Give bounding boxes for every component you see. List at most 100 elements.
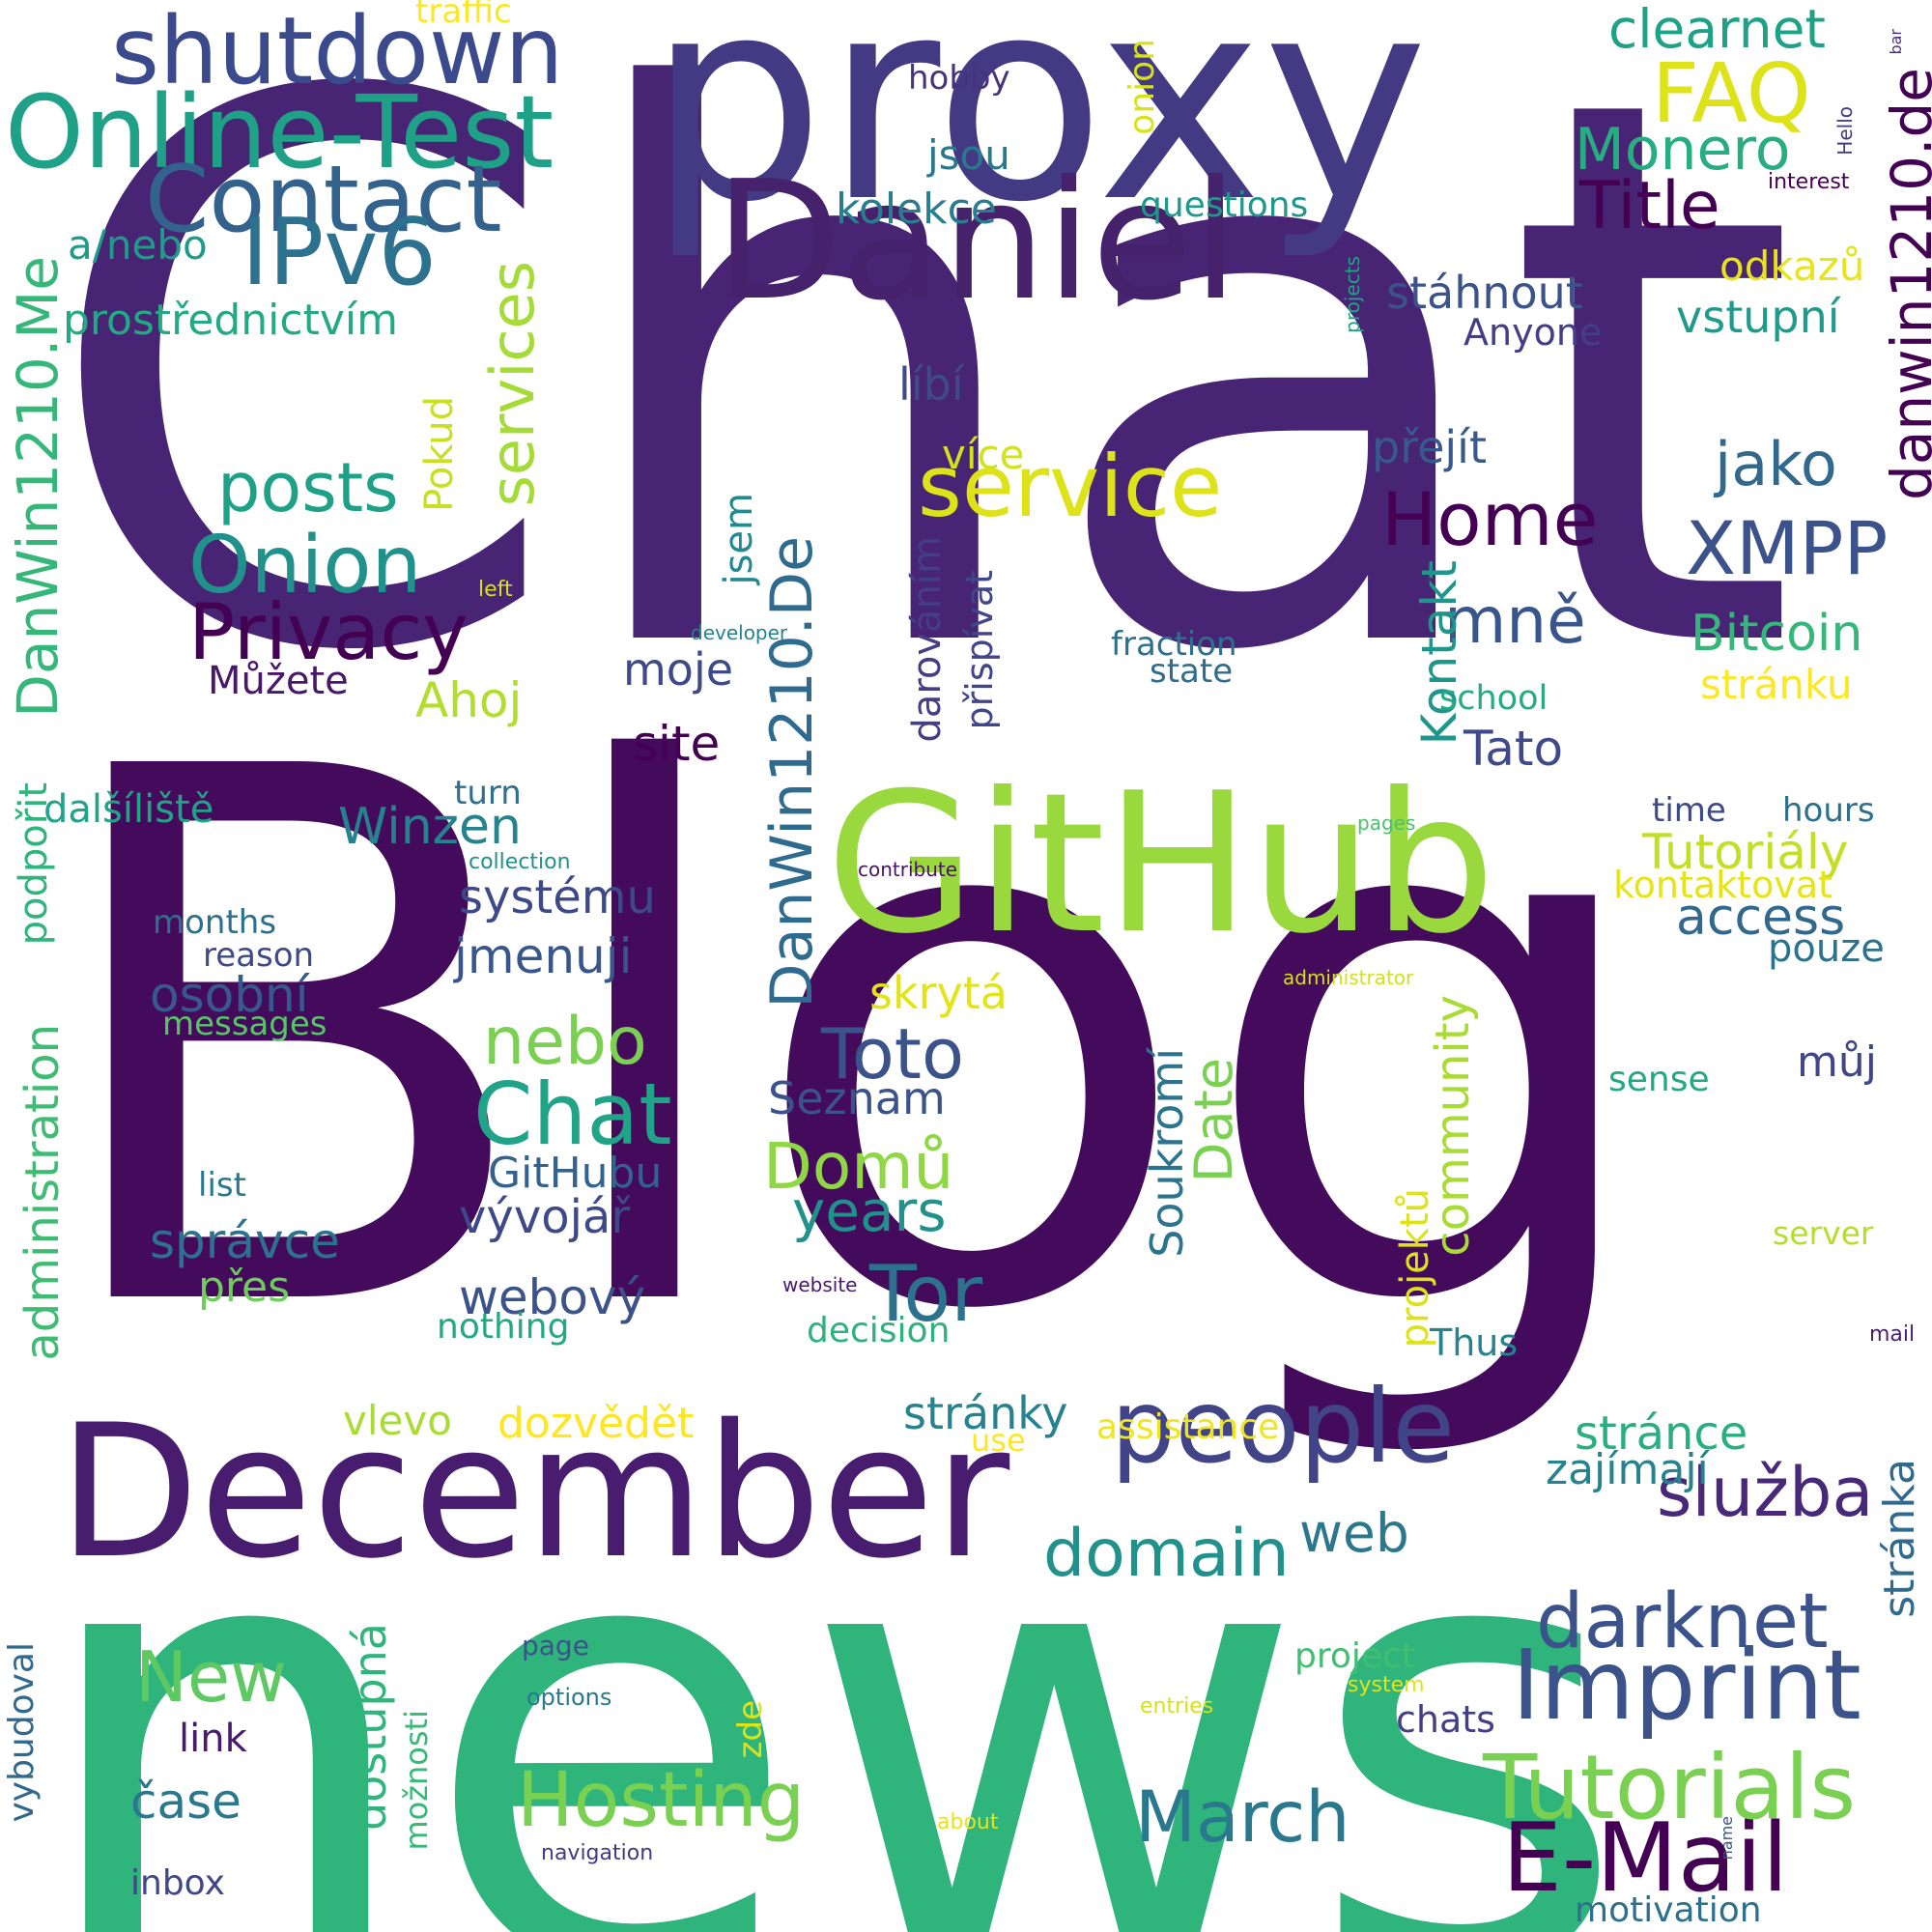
- word-muzete: Můžete: [208, 659, 349, 703]
- word-jako: jako: [1715, 429, 1837, 499]
- word-new: New: [135, 1636, 288, 1718]
- word-onion-cap: Onion: [188, 520, 422, 611]
- word-prejit: přejít: [1372, 421, 1487, 473]
- word-odkazu: odkazů: [1719, 242, 1865, 290]
- word-vlevo: vlevo: [343, 1397, 452, 1444]
- word-hobby: hobby: [908, 59, 1010, 98]
- word-domu: Domů: [763, 1129, 954, 1204]
- word-a-nebo: a/nebo: [68, 221, 208, 269]
- word-bar: bar: [1887, 29, 1905, 55]
- word-sluzba: služba: [1657, 1453, 1874, 1532]
- word-project: project: [1294, 1636, 1415, 1676]
- word-pres: přes: [198, 1263, 291, 1312]
- word-ahoj: Ahoj: [415, 672, 523, 728]
- word-developer: developer: [691, 621, 788, 644]
- word-domain: domain: [1043, 1516, 1290, 1592]
- word-vstupni: vstupní: [1676, 291, 1840, 343]
- word-kolekce: kolekce: [836, 185, 997, 234]
- word-date: Date: [1183, 1058, 1244, 1183]
- word-posts: posts: [217, 448, 399, 527]
- word-moje: moje: [623, 643, 734, 696]
- word-moznosti: možnosti: [398, 1710, 435, 1851]
- word-dostupna: dostupná: [344, 1623, 396, 1832]
- word-projektu: projektů: [1393, 1188, 1437, 1349]
- word-webovy: webový: [459, 1269, 646, 1325]
- word-people: people: [1111, 1368, 1455, 1486]
- word-about: about: [937, 1810, 999, 1834]
- word-shutdown: shutdown: [111, 0, 564, 105]
- word-danwin1210-de: danwin1210.de: [1879, 68, 1932, 500]
- word-contribute: contribute: [858, 858, 958, 881]
- word-system: system: [1348, 1673, 1425, 1697]
- word-darovanim: darováním: [905, 536, 950, 743]
- word-reason: reason: [203, 936, 315, 975]
- word-sense: sense: [1608, 1060, 1710, 1099]
- word-privacy: Privacy: [188, 587, 469, 677]
- word-name: name: [1718, 1816, 1736, 1861]
- word-vyvojar: vývojář: [459, 1190, 631, 1244]
- word-chat-large: Chat: [39, 0, 1800, 815]
- word-muj: můj: [1797, 1037, 1877, 1087]
- word-tutorialy: Tutoriály: [1642, 824, 1849, 880]
- word-nebo: nebo: [483, 1004, 647, 1080]
- word-dalsiliste: dalšíliště: [43, 787, 214, 832]
- word-zde: zde: [731, 1700, 770, 1759]
- word-daniel: Daniel: [715, 146, 1238, 337]
- word-projects: projects: [1341, 256, 1364, 333]
- word-stahnout: stáhnout: [1386, 267, 1583, 319]
- word-site: site: [633, 716, 721, 772]
- word-ipv6: IPv6: [242, 200, 437, 306]
- word-time: time: [1652, 791, 1726, 830]
- word-decision: decision: [807, 1311, 951, 1350]
- word-anyone: Anyone: [1463, 311, 1603, 354]
- word-toto: Toto: [821, 1013, 965, 1094]
- word-messages: messages: [162, 1005, 327, 1043]
- word-winzen: Winzen: [338, 798, 522, 856]
- word-bitcoin: Bitcoin: [1690, 605, 1863, 663]
- word-interest: interest: [1768, 170, 1850, 194]
- word-thus: Thus: [1430, 1321, 1519, 1364]
- word-stranky: stránky: [903, 1387, 1068, 1439]
- word-list: list: [198, 1166, 246, 1205]
- word-chat-small: Chat: [473, 1065, 672, 1164]
- word-stranku: stránku: [1700, 661, 1853, 708]
- word-inbox: inbox: [130, 1863, 225, 1903]
- word-clearnet: clearnet: [1608, 0, 1826, 60]
- word-libi: líbí: [898, 358, 964, 411]
- word-xmpp: XMPP: [1686, 505, 1889, 591]
- word-news: news: [29, 1388, 1630, 1932]
- word-skryta: skrytá: [869, 967, 1008, 1019]
- word-danwin1210-de-cap: DanWin1210.De: [758, 536, 826, 1009]
- word-tor: Tor: [869, 1249, 983, 1339]
- word-e-mail: E-Mail: [1502, 1804, 1789, 1914]
- word-tutorials: Tutorials: [1483, 1736, 1857, 1839]
- word-link: link: [179, 1717, 247, 1761]
- word-traffic: traffic: [415, 0, 512, 31]
- word-questions: questions: [1140, 185, 1309, 225]
- word-website: website: [782, 1273, 858, 1296]
- word-githubu: GitHubu: [488, 1149, 663, 1198]
- word-contact: Contact: [145, 147, 502, 253]
- word-dozvedet: dozvědět: [497, 1399, 695, 1448]
- word-pokud: Pokud: [417, 396, 462, 512]
- word-prispivat: přispívat: [958, 570, 1001, 730]
- word-vice: více: [942, 431, 1025, 478]
- word-prostrednictvim: prostřednictvím: [63, 296, 398, 345]
- word-nothing: nothing: [437, 1307, 570, 1347]
- word-tato: Tato: [1463, 721, 1564, 777]
- word-title: Title: [1579, 168, 1720, 244]
- word-jsem: jsem: [717, 493, 761, 585]
- word-imprint: Imprint: [1512, 1629, 1861, 1742]
- word-assistance: assistance: [1096, 1407, 1280, 1447]
- word-monero: Monero: [1575, 116, 1791, 184]
- word-systemu: systému: [459, 870, 656, 924]
- word-fraction: fraction: [1111, 625, 1237, 664]
- word-school: school: [1439, 679, 1548, 718]
- word-december: December: [58, 1385, 1010, 1599]
- word-hello: Hello: [1833, 106, 1857, 156]
- word-left: left: [478, 578, 513, 602]
- word-use: use: [971, 1422, 1026, 1459]
- word-blog: Blog: [39, 616, 1662, 1470]
- word-years: years: [792, 1179, 947, 1244]
- word-mail: mail: [1869, 1322, 1916, 1347]
